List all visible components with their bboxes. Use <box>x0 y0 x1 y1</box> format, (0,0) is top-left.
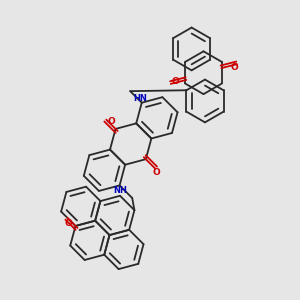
Text: O: O <box>230 63 238 72</box>
Text: O: O <box>171 77 179 86</box>
Text: O: O <box>108 117 116 126</box>
Text: O: O <box>153 169 160 178</box>
Text: HN: HN <box>134 94 147 103</box>
Text: NH: NH <box>114 186 128 195</box>
Text: O: O <box>65 219 73 228</box>
